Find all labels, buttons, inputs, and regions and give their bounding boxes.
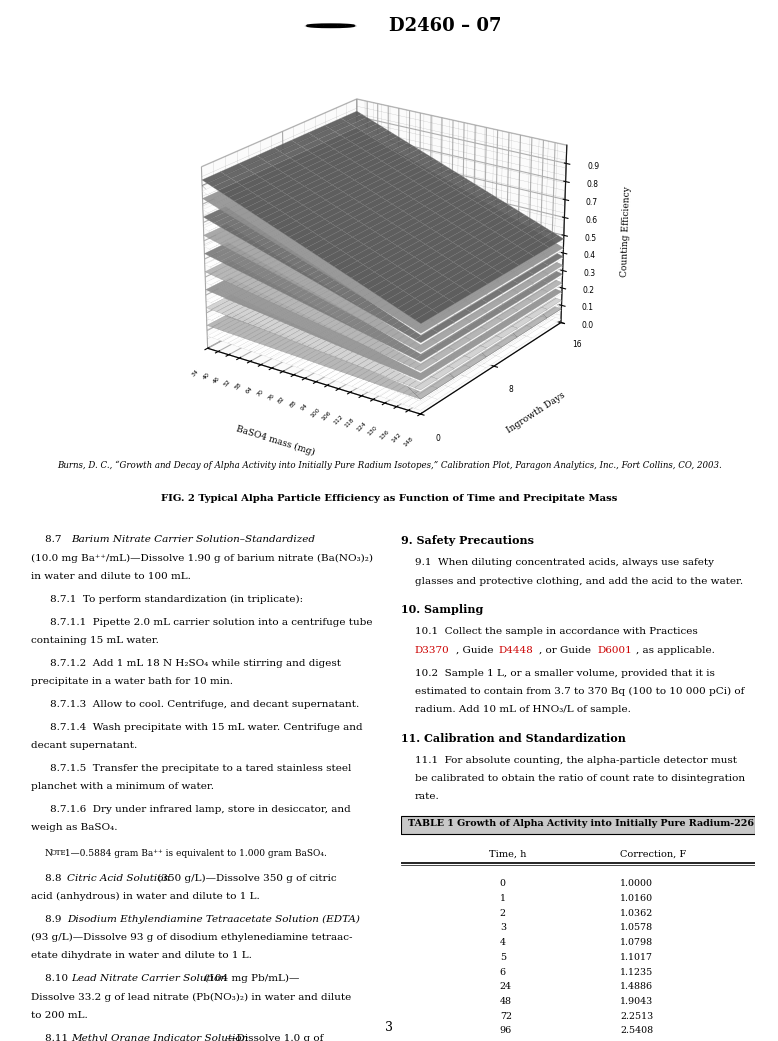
- Text: containing 15 mL water.: containing 15 mL water.: [31, 636, 159, 644]
- Text: estimated to contain from 3.7 to 370 Bq (100 to 10 000 pCi) of: estimated to contain from 3.7 to 370 Bq …: [415, 687, 745, 695]
- Text: TABLE 1 Growth of Alpha Activity into Initially Pure Radium-226: TABLE 1 Growth of Alpha Activity into In…: [408, 819, 754, 828]
- Text: 2: 2: [499, 909, 506, 918]
- Text: 1.0362: 1.0362: [620, 909, 654, 918]
- Text: 24: 24: [499, 983, 512, 991]
- Text: radium. Add 10 mL of HNO₃/L of sample.: radium. Add 10 mL of HNO₃/L of sample.: [415, 705, 631, 714]
- Text: 1.0160: 1.0160: [620, 894, 654, 904]
- Text: Lead Nitrate Carrier Solution: Lead Nitrate Carrier Solution: [71, 974, 227, 984]
- Y-axis label: Ingrowth Days: Ingrowth Days: [505, 391, 567, 435]
- Text: (350 g/L)—Dissolve 350 g of citric: (350 g/L)—Dissolve 350 g of citric: [154, 874, 337, 883]
- Text: (93 g/L)—Dissolve 93 g of disodium ethylenediamine tetraac-: (93 g/L)—Dissolve 93 g of disodium ethyl…: [31, 934, 352, 942]
- Text: D4448: D4448: [498, 645, 533, 655]
- Text: 11. Calibration and Standardization: 11. Calibration and Standardization: [401, 733, 626, 743]
- Text: 8.7.1.3  Allow to cool. Centrifuge, and decant supernatant.: 8.7.1.3 Allow to cool. Centrifuge, and d…: [50, 700, 359, 709]
- Text: D2460 – 07: D2460 – 07: [389, 17, 502, 34]
- Text: 8.7.1.5  Transfer the precipitate to a tared stainless steel: 8.7.1.5 Transfer the precipitate to a ta…: [50, 764, 352, 773]
- Text: 3: 3: [385, 1021, 393, 1034]
- Text: 1.4886: 1.4886: [620, 983, 654, 991]
- Text: 0: 0: [499, 880, 506, 888]
- Text: rate.: rate.: [415, 792, 440, 801]
- Text: 4: 4: [499, 938, 506, 947]
- Text: 1.1017: 1.1017: [620, 953, 654, 962]
- Text: 1—0.5884 gram Ba⁺⁺ is equivalent to 1.000 gram BaSO₄.: 1—0.5884 gram Ba⁺⁺ is equivalent to 1.00…: [62, 848, 328, 858]
- Text: 8.7.1.2  Add 1 mL 18 N H₂SO₄ while stirring and digest: 8.7.1.2 Add 1 mL 18 N H₂SO₄ while stirri…: [50, 659, 342, 667]
- Text: 1.9043: 1.9043: [620, 997, 654, 1006]
- Text: etate dihydrate in water and dilute to 1 L.: etate dihydrate in water and dilute to 1…: [31, 951, 252, 961]
- Text: 5: 5: [499, 953, 506, 962]
- Text: Dissolve 33.2 g of lead nitrate (Pb(NO₃)₂) in water and dilute: Dissolve 33.2 g of lead nitrate (Pb(NO₃)…: [31, 992, 352, 1001]
- Text: (10.0 mg Ba⁺⁺/mL)—Dissolve 1.90 g of barium nitrate (Ba(NO₃)₂): (10.0 mg Ba⁺⁺/mL)—Dissolve 1.90 g of bar…: [31, 554, 373, 563]
- Text: —Dissolve 1.0 g of: —Dissolve 1.0 g of: [223, 1034, 324, 1041]
- Text: 1.0798: 1.0798: [620, 938, 654, 947]
- Text: 72: 72: [499, 1012, 512, 1020]
- Text: Citric Acid Solution: Citric Acid Solution: [68, 874, 170, 883]
- Text: acid (anhydrous) in water and dilute to 1 L.: acid (anhydrous) in water and dilute to …: [31, 892, 260, 902]
- Text: precipitate in a water bath for 10 min.: precipitate in a water bath for 10 min.: [31, 677, 233, 686]
- Text: 6: 6: [499, 967, 506, 976]
- Text: 8.7.1.4  Wash precipitate with 15 mL water. Centrifuge and: 8.7.1.4 Wash precipitate with 15 mL wate…: [50, 722, 363, 732]
- Text: 9.1  When diluting concentrated acids, always use safety: 9.1 When diluting concentrated acids, al…: [415, 558, 714, 567]
- Text: decant supernatant.: decant supernatant.: [31, 741, 138, 750]
- Text: to 200 mL.: to 200 mL.: [31, 1011, 88, 1019]
- Text: 96: 96: [499, 1026, 512, 1035]
- Text: weigh as BaSO₄.: weigh as BaSO₄.: [31, 823, 117, 832]
- Text: 1.1235: 1.1235: [620, 967, 654, 976]
- Text: 1: 1: [499, 894, 506, 904]
- Text: planchet with a minimum of water.: planchet with a minimum of water.: [31, 782, 214, 791]
- Text: 11.1  For absolute counting, the alpha-particle detector must: 11.1 For absolute counting, the alpha-pa…: [415, 756, 737, 765]
- Text: D6001: D6001: [598, 645, 632, 655]
- Text: Barium Nitrate Carrier Solution–Standardized: Barium Nitrate Carrier Solution–Standard…: [71, 535, 315, 544]
- Text: 8.7.1.1  Pipette 2.0 mL carrier solution into a centrifuge tube: 8.7.1.1 Pipette 2.0 mL carrier solution …: [50, 617, 373, 627]
- Text: N: N: [45, 848, 53, 858]
- Text: Time, h: Time, h: [489, 850, 527, 859]
- Text: 8.7.1.6  Dry under infrared lamp, store in desiccator, and: 8.7.1.6 Dry under infrared lamp, store i…: [50, 805, 351, 814]
- Text: 2.2513: 2.2513: [620, 1012, 654, 1020]
- Text: 1.0578: 1.0578: [620, 923, 654, 933]
- Text: 2.5408: 2.5408: [620, 1026, 654, 1035]
- Text: 8.11: 8.11: [45, 1034, 75, 1041]
- Text: be calibrated to obtain the ratio of count rate to disintegration: be calibrated to obtain the ratio of cou…: [415, 773, 745, 783]
- Text: FIG. 2 Typical Alpha Particle Efficiency as Function of Time and Precipitate Mas: FIG. 2 Typical Alpha Particle Efficiency…: [161, 494, 617, 504]
- FancyBboxPatch shape: [401, 816, 755, 835]
- Text: Correction, F: Correction, F: [620, 850, 686, 859]
- X-axis label: BaSO4 mass (mg): BaSO4 mass (mg): [235, 425, 316, 457]
- Text: 8.9: 8.9: [45, 915, 68, 924]
- Text: (104 mg Pb/mL)—: (104 mg Pb/mL)—: [201, 974, 299, 984]
- Text: in water and dilute to 100 mL.: in water and dilute to 100 mL.: [31, 572, 191, 581]
- Text: 1.0000: 1.0000: [620, 880, 654, 888]
- Text: glasses and protective clothing, and add the acid to the water.: glasses and protective clothing, and add…: [415, 577, 743, 586]
- Text: , or Guide: , or Guide: [538, 645, 594, 655]
- Text: Disodium Ethylendiamine Tetraacetate Solution (EDTA): Disodium Ethylendiamine Tetraacetate Sol…: [68, 915, 360, 924]
- Text: 10. Sampling: 10. Sampling: [401, 605, 483, 615]
- Text: Methyl Orange Indicator Solution: Methyl Orange Indicator Solution: [71, 1034, 248, 1041]
- Text: 48: 48: [499, 997, 512, 1006]
- Text: 8.8: 8.8: [45, 874, 68, 883]
- Text: 9. Safety Precautions: 9. Safety Precautions: [401, 535, 534, 547]
- Text: Burns, D. C., “Growth and Decay of Alpha Activity into Initially Pure Radium Iso: Burns, D. C., “Growth and Decay of Alpha…: [57, 460, 721, 469]
- Text: , as applicable.: , as applicable.: [636, 645, 715, 655]
- Text: 8.10: 8.10: [45, 974, 75, 984]
- Text: 10.2  Sample 1 L, or a smaller volume, provided that it is: 10.2 Sample 1 L, or a smaller volume, pr…: [415, 668, 715, 678]
- Text: OTE: OTE: [50, 848, 65, 857]
- Text: D3370: D3370: [415, 645, 450, 655]
- Text: , Guide: , Guide: [456, 645, 496, 655]
- Text: 8.7: 8.7: [45, 535, 68, 544]
- Text: 10.1  Collect the sample in accordance with Practices: 10.1 Collect the sample in accordance wi…: [415, 628, 698, 636]
- Text: 8.7.1  To perform standardization (in triplicate):: 8.7.1 To perform standardization (in tri…: [50, 594, 303, 604]
- Text: 3: 3: [499, 923, 506, 933]
